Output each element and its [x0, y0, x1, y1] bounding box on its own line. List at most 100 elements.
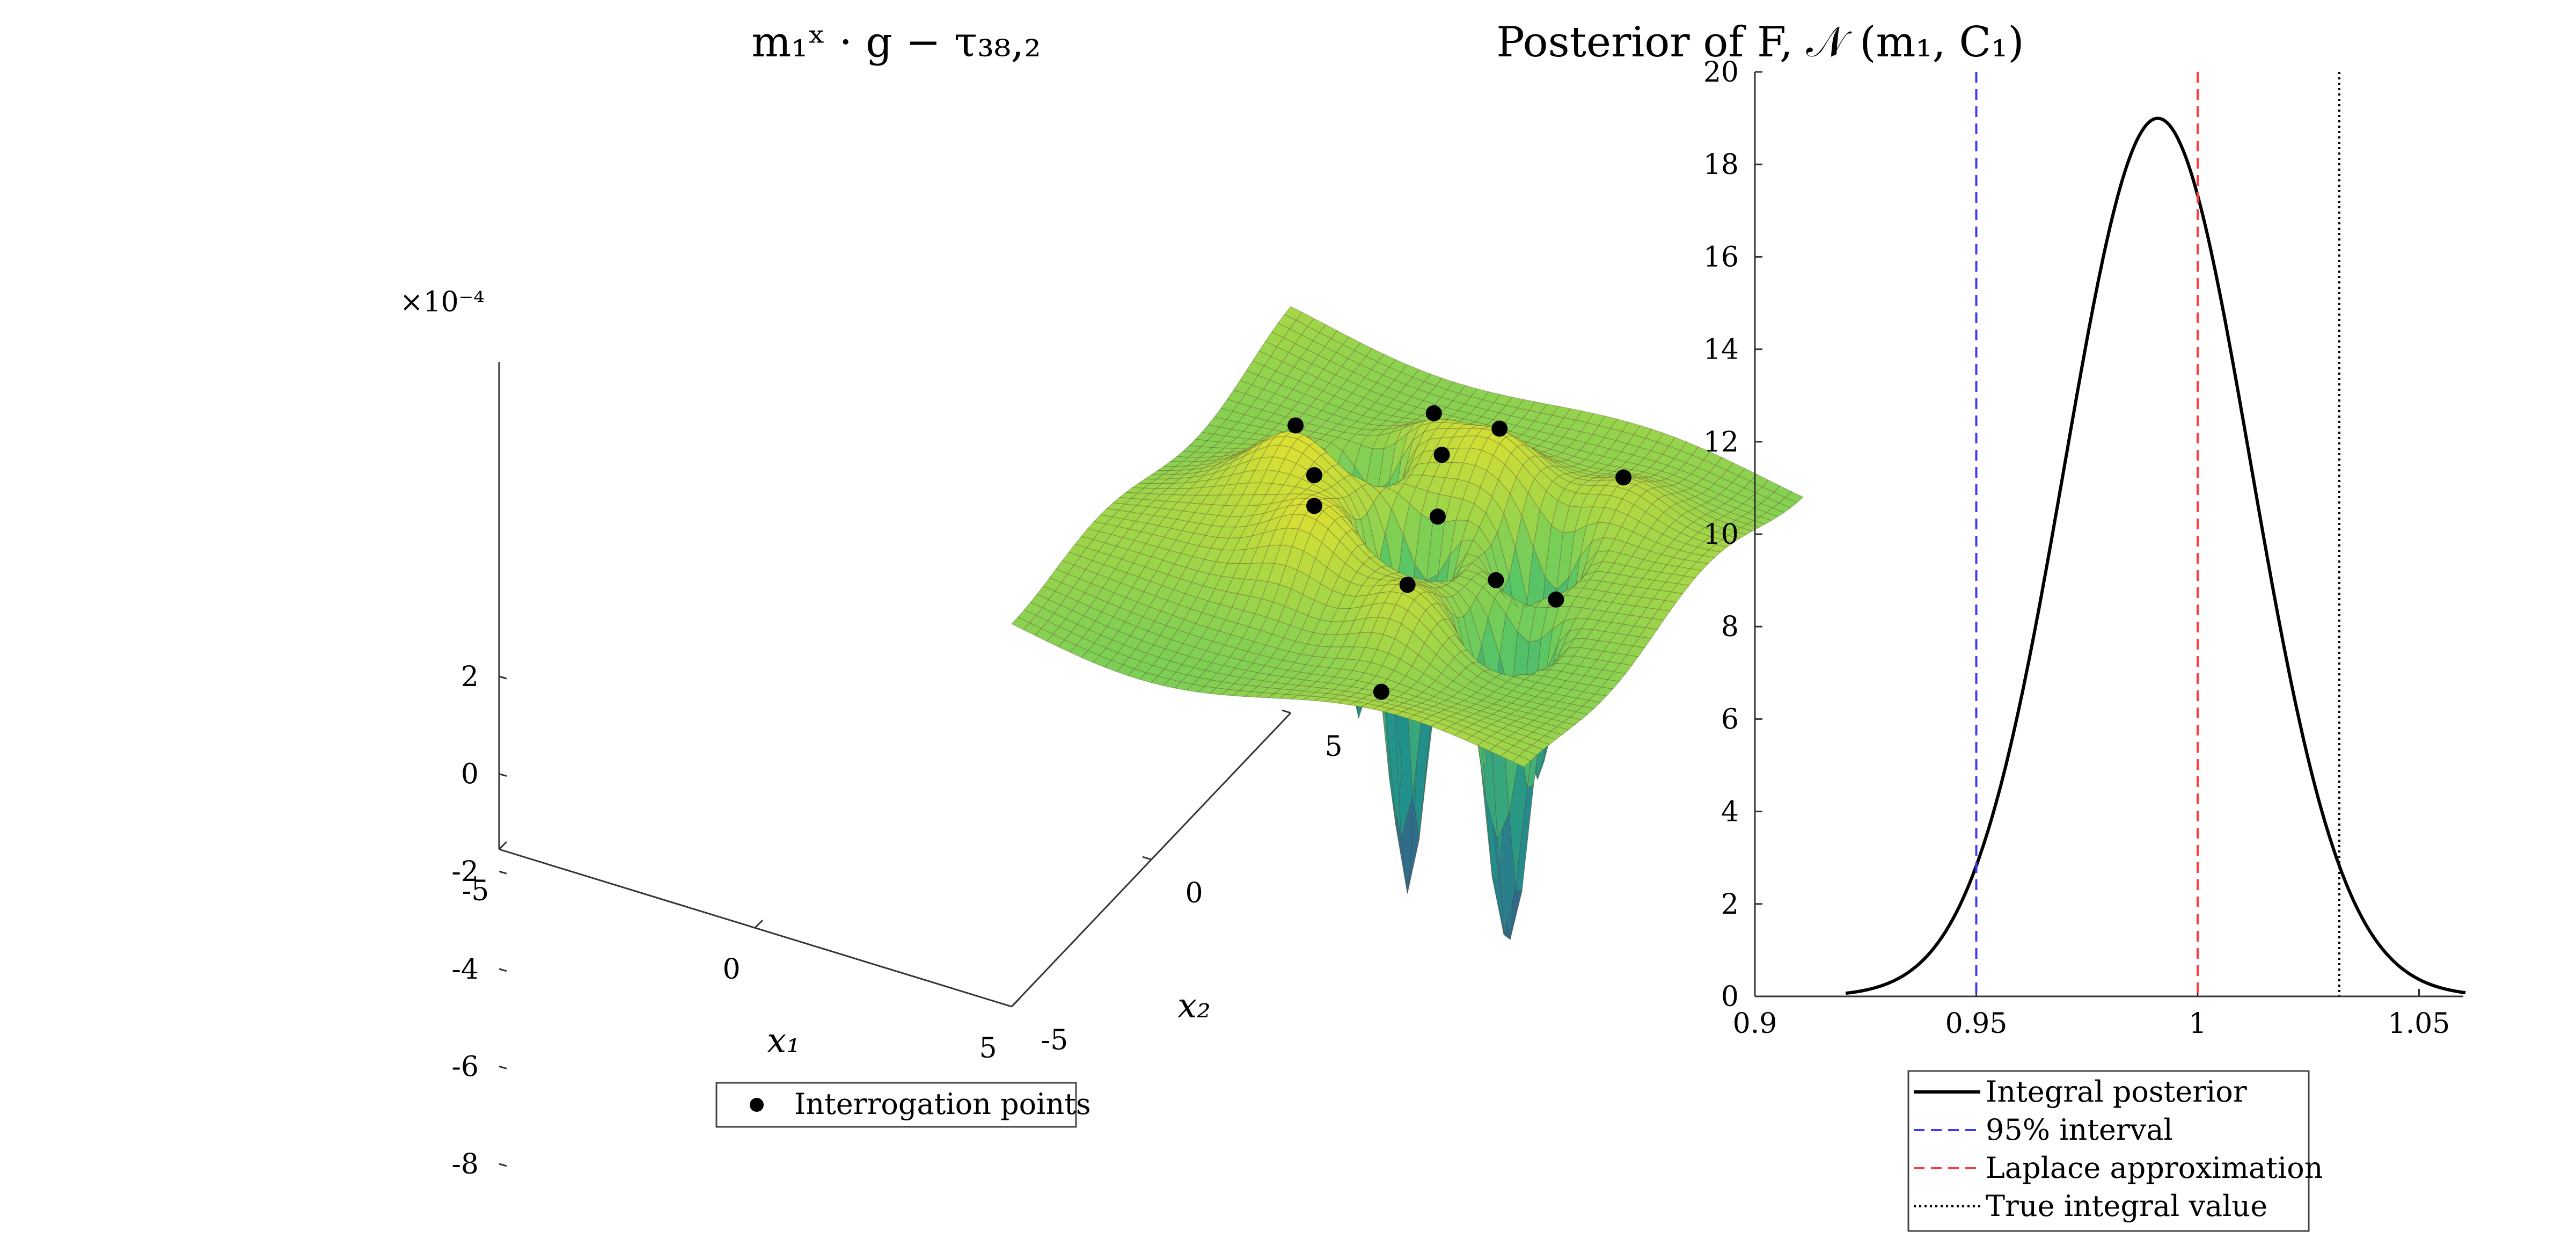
surface-facet: [1214, 407, 1233, 420]
y-tick-label: 0: [1721, 981, 1739, 1013]
posterior-legend-box: [1907, 1070, 2310, 1232]
surface-facet: [1093, 514, 1113, 524]
surface-facet: [1182, 445, 1202, 453]
y-tick-label: 14: [1703, 334, 1739, 366]
surface-facet: [1162, 461, 1183, 467]
interrogation-point: [1287, 417, 1304, 434]
legend-label-true: True integral value: [1986, 1189, 2267, 1223]
z-tick: [499, 1065, 507, 1069]
surface-facet: [1277, 314, 1297, 330]
surface-facet: [1226, 389, 1246, 404]
surface-facet: [1252, 351, 1271, 367]
surface-title: m₁ˣ · g − τ₃₈,₂: [751, 18, 1041, 67]
surface-facet: [1068, 543, 1087, 557]
y-tick-label: 16: [1703, 241, 1739, 273]
z-tick-label: 0: [461, 759, 479, 791]
x2-tick: [1002, 1003, 1012, 1008]
interrogation-point: [1399, 577, 1416, 593]
z-tick: [499, 1163, 507, 1167]
x-tick-label: 1: [2189, 1008, 2206, 1040]
interrogation-point: [1306, 467, 1322, 484]
x2-tick-label: 5: [1324, 731, 1342, 763]
posterior-ticks: 0.9 0.95 1 1.05 0 2 4 6 8 10 12 14 16 18 20: [1703, 56, 2450, 1040]
surface-facet: [1062, 551, 1081, 566]
y-tick-label: 6: [1721, 703, 1739, 735]
y-tick-label: 20: [1703, 56, 1739, 89]
interrogation-points: [1287, 405, 1632, 700]
x1-tick-label: 5: [979, 1032, 997, 1065]
posterior-curve: [1845, 116, 2466, 995]
interrogation-point: [1548, 591, 1564, 608]
x1-tick-label: -5: [462, 875, 489, 907]
surface-facet: [1080, 528, 1100, 540]
surface-legend-box: [715, 1082, 1077, 1128]
x1-tick-label: 0: [722, 953, 740, 986]
legend-label-interval: 95% interval: [1986, 1113, 2173, 1147]
y-tick-label: 2: [1721, 888, 1739, 921]
surface-facet: [1264, 331, 1284, 347]
x2-tick-label: 0: [1185, 877, 1203, 909]
surface-legend-label: Interrogation points: [794, 1087, 1091, 1121]
z-tick-label: -8: [451, 1148, 479, 1181]
posterior-plot-area: [1755, 72, 2463, 996]
posterior-title: Posterior of F, 𝒩 (m₁, C₁): [1496, 18, 2024, 67]
x2-tick: [1142, 856, 1152, 861]
y-tick-label: 12: [1703, 426, 1739, 458]
surface-facet: [1106, 502, 1126, 511]
x1-tick: [754, 919, 764, 929]
surface-facet: [1011, 616, 1030, 630]
interrogation-point: [1433, 447, 1450, 463]
y-tick-label: 10: [1703, 519, 1739, 551]
interrogation-point: [1425, 405, 1442, 421]
interrogation-point: [1488, 572, 1504, 588]
interrogation-point: [1491, 420, 1508, 437]
x2-axis-line: [1011, 712, 1292, 1008]
interrogation-point: [1306, 498, 1322, 514]
y-tick-label: 4: [1721, 796, 1739, 828]
x1-axis-label: x₁: [767, 1021, 800, 1061]
surface-facet: [1169, 456, 1189, 462]
z-tick-label: -2: [451, 856, 479, 888]
surface-ticks: 2 0 -2 -4 -6 -8 -5 0 5 -5 0 5: [451, 661, 1342, 1181]
surface-facet: [1144, 474, 1164, 480]
z-tick: [499, 968, 507, 972]
z-tick: [499, 870, 507, 875]
surface-facet: [1100, 508, 1119, 518]
surface-facet: [1087, 521, 1107, 532]
z-tick-label: 2: [461, 661, 479, 693]
z-tick-label: -4: [451, 953, 479, 986]
legend-point-marker: [750, 1098, 764, 1112]
surface-facet: [1233, 380, 1253, 395]
z-tick: [499, 675, 507, 680]
surface-facet: [1284, 306, 1303, 321]
interrogation-point: [1429, 508, 1446, 525]
posterior-legend: Integral posterior 95% interval Laplace …: [1907, 1070, 2323, 1232]
x-tick-label: 0.9: [1733, 1008, 1777, 1040]
x1-tick: [1011, 998, 1020, 1008]
surface-facet: [1055, 560, 1075, 574]
posterior-plot: Posterior of F, 𝒩 (m₁, C₁) 0.9 0.95 1 1.050…: [1496, 18, 2466, 1232]
interrogation-point: [1615, 469, 1632, 486]
z-tick: [499, 773, 507, 777]
y-tick-label: 18: [1703, 149, 1739, 181]
x-tick-label: 0.95: [1945, 1008, 2008, 1040]
z-tick-label: -6: [451, 1051, 479, 1083]
x2-axis-label: x₂: [1177, 986, 1211, 1026]
surface-facet: [1239, 370, 1258, 385]
surface-facet: [1112, 497, 1132, 505]
x1-tick: [498, 841, 508, 850]
surface-mesh: [1011, 306, 1804, 941]
surface-facet: [1175, 451, 1196, 458]
surface-facet: [1246, 360, 1265, 376]
x2-tick-label: -5: [1041, 1024, 1069, 1057]
surface-legend: Interrogation points: [715, 1082, 1091, 1128]
y-tick-label: 8: [1721, 611, 1739, 643]
surface-facet: [1023, 601, 1043, 616]
legend-label-laplace: Laplace approximation: [1986, 1151, 2323, 1185]
surface-facet: [1220, 399, 1240, 412]
x-tick-label: 1.05: [2388, 1008, 2450, 1040]
z-multiplier-label: ×10⁻⁴: [400, 286, 485, 318]
surface-facet: [1118, 492, 1138, 499]
x2-tick: [1282, 709, 1291, 714]
